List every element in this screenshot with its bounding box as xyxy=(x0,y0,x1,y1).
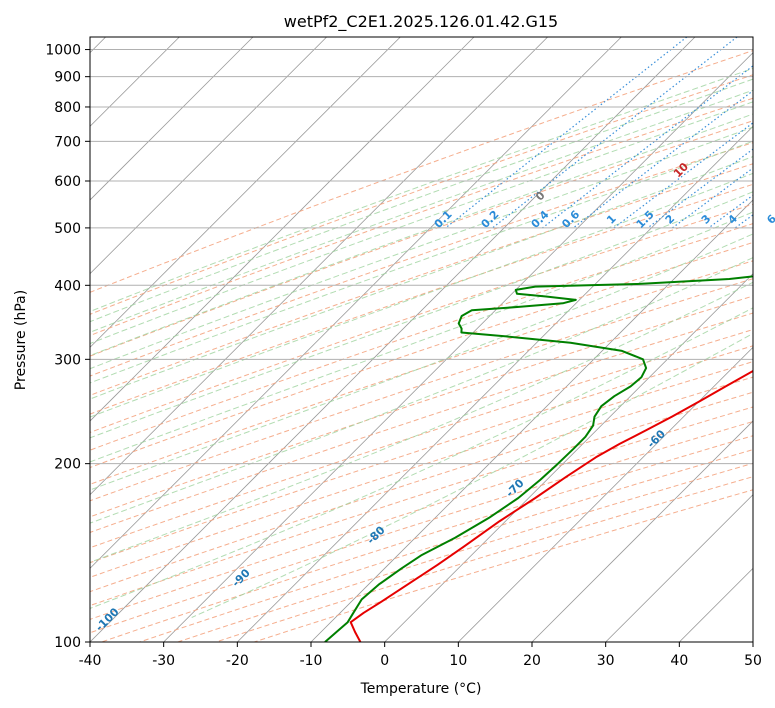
dry-adiabat-line xyxy=(90,241,753,469)
y-tick-label: 900 xyxy=(54,70,81,86)
mixing-ratio-label: 3 xyxy=(699,212,714,227)
x-tick-label: -30 xyxy=(152,653,175,669)
dry-adiabat-line xyxy=(90,312,753,533)
moist-adiabat-line xyxy=(90,233,753,491)
dry-adiabat-label: 10 xyxy=(671,160,691,180)
dry-adiabat-line xyxy=(90,50,753,293)
moist-adiabat-line xyxy=(191,332,753,618)
moist-adiabat-line xyxy=(90,156,753,400)
isotherm-line xyxy=(310,199,753,642)
temperature-profile-line xyxy=(349,369,753,642)
moist-adiabat-label: -90 xyxy=(229,566,252,589)
dry-adiabat-line xyxy=(90,329,753,549)
profile-lines xyxy=(324,275,753,642)
isotherm-line xyxy=(531,420,753,642)
mixing-ratio-line xyxy=(734,214,753,229)
dry-adiabat-line xyxy=(90,97,753,337)
y-tick-label: 1000 xyxy=(45,43,81,59)
moist-adiabat-label: -100 xyxy=(93,605,122,634)
y-tick-label: 500 xyxy=(54,221,81,237)
mixing-ratio-label: 2 xyxy=(663,212,678,227)
x-axis-label: Temperature (°C) xyxy=(360,681,482,697)
isotherm-line xyxy=(163,52,753,642)
isotherm-line xyxy=(752,641,753,642)
dewpoint-profile-line xyxy=(324,275,753,642)
isotherm-line xyxy=(90,37,548,496)
dry-adiabat-line xyxy=(90,183,753,415)
mixing-ratio-label: 4 xyxy=(725,212,740,227)
moist-adiabat-label: -80 xyxy=(364,523,387,546)
moist-adiabat-line xyxy=(90,67,753,313)
x-tick-label: 50 xyxy=(744,653,762,669)
isotherm-line xyxy=(237,125,753,642)
y-tick-label: 700 xyxy=(54,134,81,150)
dry-adiabat-line xyxy=(101,435,753,642)
y-tick-label: 400 xyxy=(54,278,81,294)
moist-adiabat-line xyxy=(90,211,753,463)
moist-adiabat-line xyxy=(90,113,753,357)
x-tick-label: 0 xyxy=(380,653,389,669)
moist-adiabat-line xyxy=(90,140,753,384)
dry-adiabat-line xyxy=(90,120,753,357)
x-tick-label: -10 xyxy=(300,653,323,669)
dry-adiabat-line xyxy=(90,260,753,485)
isotherm-line xyxy=(90,37,254,201)
dry-adiabat-line xyxy=(90,163,753,396)
moist-adiabat-line xyxy=(90,257,753,524)
dry-adiabat-line xyxy=(90,142,753,377)
dry-adiabat-line xyxy=(90,203,753,433)
isotherm-line xyxy=(679,567,753,642)
dry-adiabat-line xyxy=(90,345,753,564)
x-tick-label: -20 xyxy=(226,653,249,669)
chart-title: wetPf2_C2E1.2025.126.01.42.G15 xyxy=(284,12,558,32)
isotherm-line xyxy=(90,37,327,275)
mixing-ratio-line xyxy=(672,167,753,229)
mixing-ratio-line xyxy=(492,37,738,229)
moist-adiabat-label: -70 xyxy=(503,476,526,499)
dry-adiabat-line xyxy=(90,391,753,607)
y-tick-label: 100 xyxy=(54,635,81,651)
isotherm-line xyxy=(90,37,475,422)
y-axis: 100 200 300 400 500 600 700 800 900 1000 xyxy=(45,43,90,651)
mixing-ratio-label: 6 xyxy=(764,212,775,227)
y-tick-label: 200 xyxy=(54,457,81,473)
mixing-ratio-line xyxy=(542,65,753,229)
y-tick-label: 600 xyxy=(54,174,81,190)
moist-adiabat-line xyxy=(90,126,753,370)
isotherm-line xyxy=(90,37,622,569)
dry-adiabat-line xyxy=(90,376,753,593)
moist-adiabat-line xyxy=(90,281,753,563)
dry-adiabat-line xyxy=(90,361,753,578)
y-axis-label: Pressure (hPa) xyxy=(13,290,29,390)
isotherm-line xyxy=(90,37,401,348)
dry-adiabat-line xyxy=(90,223,753,451)
y-tick-label: 800 xyxy=(54,100,81,116)
mixing-ratio-line xyxy=(572,89,753,229)
background-lines xyxy=(90,37,753,642)
dry-adiabat-line xyxy=(90,74,753,315)
moist-adiabat-line xyxy=(90,172,753,418)
dry-adiabat-line xyxy=(177,462,753,642)
x-tick-label: -40 xyxy=(79,653,102,669)
isotherm-line xyxy=(90,37,696,642)
moist-adiabat-line xyxy=(90,78,753,323)
dry-adiabat-line xyxy=(90,295,753,518)
isotherm-line xyxy=(605,494,753,642)
y-tick-label: 300 xyxy=(54,352,81,368)
moist-adiabat-line xyxy=(90,101,753,345)
x-tick-label: 40 xyxy=(670,653,688,669)
x-tick-label: 20 xyxy=(523,653,541,669)
x-tick-label: 10 xyxy=(449,653,467,669)
isotherm-line xyxy=(384,273,753,642)
x-tick-label: 30 xyxy=(597,653,615,669)
dry-adiabat-line xyxy=(90,278,753,502)
moist-adiabat-line xyxy=(90,191,753,439)
moist-adiabat-line xyxy=(90,89,753,333)
x-axis: -40 -30 -20 -10 0 10 20 30 40 50 xyxy=(79,642,762,669)
plot-frame xyxy=(89,36,754,643)
moist-adiabat-label: -60 xyxy=(645,427,668,450)
isotherm-line xyxy=(458,346,753,642)
moist-adiabat-line xyxy=(90,307,753,609)
